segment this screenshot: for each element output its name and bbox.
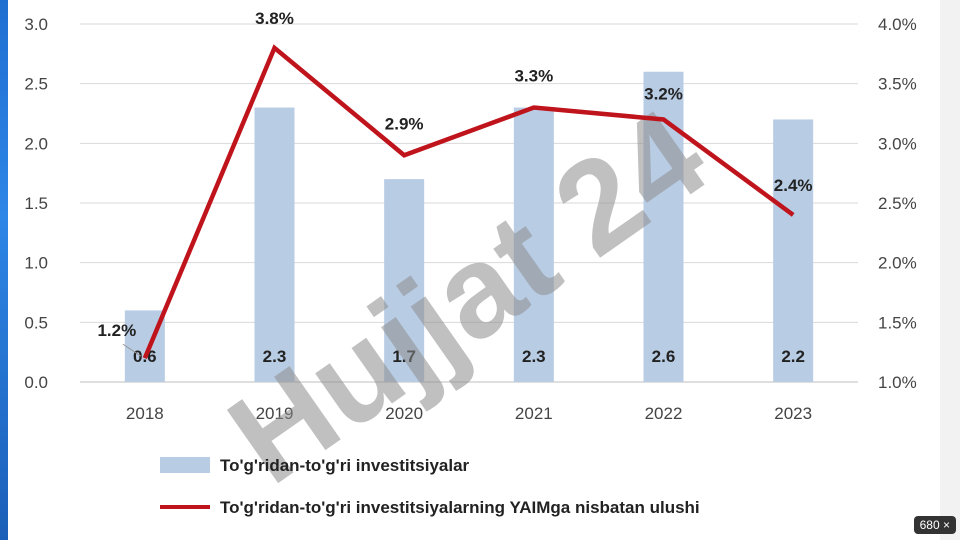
line-data-label: 3.3% [514, 67, 553, 86]
image-size-badge: 680 × [913, 516, 956, 534]
bar-data-labels: 0.6 2.3 1.7 2.3 2.6 2.2 [133, 347, 805, 366]
line-path [142, 44, 795, 360]
y-left-tick-label: 1.5 [24, 194, 48, 213]
bar [643, 71, 684, 382]
x-tick-label: 2019 [256, 404, 294, 423]
y-right-tick-label: 4.0% [878, 15, 917, 34]
x-tick-label: 2022 [645, 404, 683, 423]
right-edge-strip [940, 0, 960, 540]
line-data-label: 3.8% [255, 9, 294, 28]
y-left-tick-label: 2.0 [24, 134, 48, 153]
bar [513, 107, 554, 383]
y-right-axis-ticks: 1.0% 1.5% 2.0% 2.5% 3.0% 3.5% 4.0% [878, 15, 917, 392]
x-tick-label: 2018 [126, 404, 164, 423]
bar-data-label: 2.3 [263, 347, 287, 366]
bar-data-label: 1.7 [392, 347, 416, 366]
y-left-tick-label: 1.0 [24, 254, 48, 273]
y-right-tick-label: 1.5% [878, 313, 917, 332]
x-axis-ticks: 2018 2019 2020 2021 2022 2023 [126, 404, 812, 423]
bar-data-label: 2.6 [652, 347, 676, 366]
y-left-tick-label: 2.5 [24, 75, 48, 94]
legend: To'g'ridan-to'g'ri investitsiyalar To'g'… [160, 456, 700, 517]
y-right-tick-label: 1.0% [878, 373, 917, 392]
y-right-tick-label: 2.0% [878, 254, 917, 273]
x-tick-label: 2020 [385, 404, 423, 423]
line-series [142, 44, 795, 360]
bar [384, 179, 425, 382]
label-leader-line [122, 343, 142, 357]
line-data-label: 2.4% [774, 176, 813, 195]
x-tick-label: 2021 [515, 404, 553, 423]
x-tick-label: 2023 [774, 404, 812, 423]
y-left-tick-label: 0.0 [24, 373, 48, 392]
legend-line-label: To'g'ridan-to'g'ri investitsiyalarning Y… [220, 498, 700, 517]
legend-bar-label: To'g'ridan-to'g'ri investitsiyalar [220, 456, 470, 475]
y-left-tick-label: 0.5 [24, 313, 48, 332]
line-data-label: 2.9% [385, 114, 424, 133]
legend-bar-swatch [160, 457, 210, 473]
y-right-tick-label: 3.0% [878, 134, 917, 153]
left-edge-strip [0, 0, 8, 540]
bar [773, 119, 814, 382]
y-right-tick-label: 3.5% [878, 75, 917, 94]
line-data-label: 1.2% [97, 321, 136, 340]
bar-data-label: 2.3 [522, 347, 546, 366]
bar [254, 107, 295, 383]
bar-data-label: 2.2 [781, 347, 805, 366]
line-data-label: 3.2% [644, 84, 683, 103]
y-right-tick-label: 2.5% [878, 194, 917, 213]
line-data-labels: 1.2% 3.8% 2.9% 3.3% 3.2% 2.4% [97, 9, 813, 357]
y-left-tick-label: 3.0 [24, 15, 48, 34]
y-left-axis-ticks: 0.0 0.5 1.0 1.5 2.0 2.5 3.0 [24, 15, 48, 392]
